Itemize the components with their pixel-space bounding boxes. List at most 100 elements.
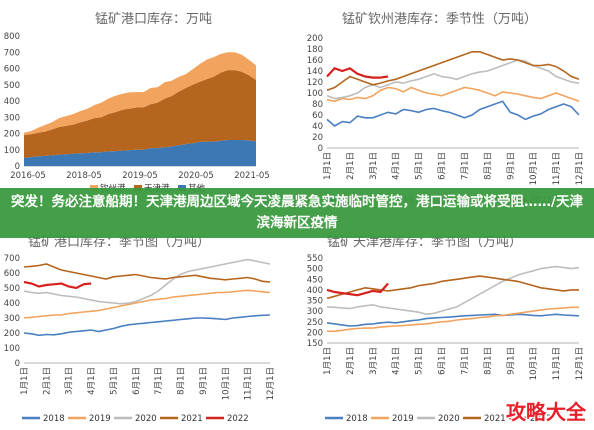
y-tick-label: 40 — [312, 122, 323, 132]
y-tick-label: 0 — [15, 359, 20, 369]
y-tick-label: 550 — [307, 254, 323, 264]
x-tick-label: 2016-05 — [10, 171, 46, 181]
legend-label-2019: 2019 — [392, 414, 414, 424]
x-tick-label: 2月1日 — [346, 347, 356, 375]
x-tick-label: 1月1日 — [323, 347, 333, 375]
y-tick-label: 200 — [4, 130, 20, 140]
x-tick-label: 5月1日 — [415, 347, 425, 375]
y-tick-label: 400 — [307, 286, 323, 296]
x-tick-label: 10月1日 — [221, 367, 231, 400]
x-tick-label: 11月1日 — [552, 152, 562, 185]
area-钦州港 — [24, 52, 256, 136]
series-line-2018 — [326, 100, 580, 127]
x-tick-label: 12月1日 — [266, 367, 276, 400]
series-line-2021 — [23, 263, 271, 283]
chart-panel-port-stock-seasonal: 锰矿港口库存：季节图（万吨） 0 100 200 300 400 500 600 700 1月1… — [0, 215, 297, 430]
x-tick-label: 3月1日 — [369, 347, 379, 375]
y-tick-label: 160 — [307, 56, 323, 66]
y-tick-label: 0 — [318, 144, 323, 154]
x-tick-label: 8月1日 — [483, 347, 493, 375]
series-line-2020 — [326, 59, 580, 100]
legend-label-2020: 2020 — [438, 414, 460, 424]
x-tick-label: 10月1日 — [529, 347, 539, 380]
x-tick-label: 10月1日 — [529, 152, 539, 185]
area-其他 — [24, 140, 256, 166]
x-tick-label: 4月1日 — [87, 367, 97, 395]
y-tick-label: 300 — [307, 307, 323, 317]
y-tick-label: 400 — [4, 299, 20, 309]
chart-title: 锰矿钦州港库存：季节性（万吨） — [342, 12, 538, 27]
series-line-2018 — [326, 313, 580, 327]
series-line-2020 — [326, 265, 580, 316]
y-tick-label: 20 — [312, 133, 323, 143]
legend-label-2022: 2022 — [227, 414, 249, 424]
legend-label-2019: 2019 — [89, 414, 111, 424]
y-tick-label: 80 — [312, 100, 323, 110]
x-tick-label: 6月1日 — [438, 347, 448, 375]
x-tick-label: 2月1日 — [346, 152, 356, 180]
y-tick-label: 600 — [4, 269, 20, 279]
y-tick-label: 100 — [4, 344, 20, 354]
chart-title: 锰矿天津港库存：季节图（万吨） — [327, 235, 523, 250]
x-tick-label: 2月1日 — [42, 367, 52, 395]
y-tick-label: 300 — [4, 314, 20, 324]
x-tick-label: 1月1日 — [20, 367, 30, 395]
x-tick-label: 7月1日 — [154, 367, 164, 395]
x-tick-label: 6月1日 — [132, 367, 142, 395]
y-tick-label: 200 — [307, 34, 323, 44]
y-tick-label: 400 — [4, 97, 20, 107]
y-tick-label: 60 — [312, 111, 323, 121]
banner-headline: 突发！务必注意船期！天津港周边区域今天凌晨紧急实施临时管控，港口运输或将受阻……… — [11, 194, 583, 231]
x-tick-label: 8月1日 — [483, 152, 493, 180]
x-tick-label: 3月1日 — [65, 367, 75, 395]
x-tick-label: 9月1日 — [506, 152, 516, 180]
x-tick-label: 5月1日 — [415, 152, 425, 180]
series-line-2021 — [326, 275, 579, 300]
y-tick-label: 700 — [4, 254, 20, 264]
series-line-2022 — [23, 280, 92, 290]
y-tick-label: 180 — [307, 45, 323, 55]
y-tick-label: 500 — [307, 265, 323, 275]
series-line-2018 — [23, 314, 271, 337]
y-tick-label: 350 — [307, 297, 323, 307]
chart-panel-tianjin-seasonal: 锰矿天津港库存：季节图（万吨） 150 200 250 300 350 400 450 500… — [297, 215, 594, 430]
y-tick-label: 200 — [4, 329, 20, 339]
x-tick-label: 7月1日 — [460, 347, 470, 375]
series-line-2020 — [23, 258, 271, 305]
x-tick-label: 11月1日 — [244, 367, 254, 400]
y-tick-label: 700 — [4, 48, 20, 58]
series-line-2022 — [326, 282, 389, 297]
chart-title: 锰矿港口库存：万吨 — [95, 12, 213, 27]
news-banner: 突发！务必注意船期！天津港周边区域今天凌晨紧急实施临时管控，港口运输或将受阻……… — [0, 188, 594, 238]
x-tick-label: 8月1日 — [177, 367, 187, 395]
y-tick-label: 450 — [307, 275, 323, 285]
x-tick-label: 2019-05 — [122, 171, 158, 181]
legend-label-2018: 2018 — [346, 414, 368, 424]
x-tick-label: 7月1日 — [460, 152, 470, 180]
x-tick-label: 6月1日 — [438, 152, 448, 180]
site-watermark: 攻略大全 — [506, 400, 586, 424]
area-天津港 — [24, 70, 256, 158]
x-tick-label: 4月1日 — [392, 152, 402, 180]
x-tick-label: 12月1日 — [575, 347, 585, 380]
series-line-2019 — [326, 86, 580, 103]
x-tick-label: 11月1日 — [552, 347, 562, 380]
series-line-2019 — [23, 289, 271, 319]
x-tick-label: 2021-05 — [234, 171, 270, 181]
y-tick-label: 140 — [307, 67, 323, 77]
y-tick-label: 500 — [4, 284, 20, 294]
x-tick-label: 3月1日 — [369, 152, 379, 180]
chart-panel-port-stock-total: 锰矿港口库存：万吨 0 100 200 300 400 500 600 700 800 2016-… — [0, 0, 297, 194]
legend-label-2021: 2021 — [181, 414, 203, 424]
y-tick-label: 0 — [15, 162, 20, 172]
series-line-2021 — [326, 50, 580, 92]
legend-label-2022: 2022 — [530, 414, 552, 424]
chart-title: 锰矿港口库存：季节图（万吨） — [28, 235, 211, 250]
x-tick-label: 1月1日 — [323, 152, 333, 180]
chart-panel-qinzhou-seasonal: 锰矿钦州港库存：季节性（万吨） 0 20 40 60 80 100 120 140 160 180… — [297, 0, 594, 206]
x-tick-label: 9月1日 — [506, 347, 516, 375]
y-tick-label: 150 — [307, 339, 323, 349]
y-tick-label: 250 — [307, 318, 323, 328]
